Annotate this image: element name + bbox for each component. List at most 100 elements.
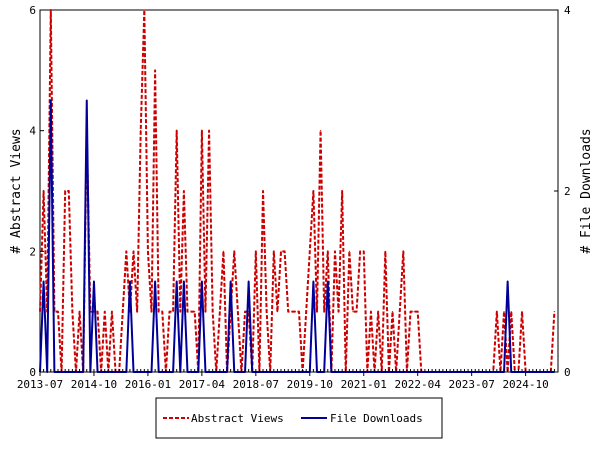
data-point (291, 311, 293, 313)
data-point (50, 99, 52, 102)
data-point (104, 311, 106, 313)
data-point (39, 311, 41, 313)
data-point (71, 311, 73, 313)
data-point (255, 250, 257, 252)
x-tick-label: 2023-07 (448, 378, 494, 391)
data-point (352, 311, 354, 313)
data-point (42, 190, 45, 192)
data-point (147, 250, 149, 252)
y-tick-label: 0 (29, 366, 36, 379)
y-tick-label: 4 (29, 125, 36, 138)
data-point (355, 311, 358, 313)
y2-tick-label: 2 (564, 185, 571, 198)
data-point (176, 280, 178, 283)
data-point (183, 190, 185, 192)
y-axis-left-title: # Abstract Views (9, 128, 24, 253)
data-point (154, 280, 156, 283)
data-point (140, 130, 142, 132)
data-point (57, 311, 59, 313)
data-point (507, 280, 509, 283)
data-point (316, 311, 318, 313)
data-point (377, 311, 379, 313)
y-tick-label: 2 (29, 245, 36, 258)
data-point (186, 311, 189, 313)
data-point (319, 130, 322, 132)
y2-tick-label: 0 (564, 366, 571, 379)
data-point (201, 280, 203, 283)
y2-tick-label: 4 (564, 4, 571, 17)
data-point (391, 311, 394, 313)
x-tick-label: 2017-04 (179, 378, 226, 391)
x-tick-label: 2013-07 (17, 378, 63, 391)
x-tick-label: 2014-10 (71, 378, 117, 391)
data-point (244, 311, 246, 313)
data-point (96, 311, 99, 313)
y-tick-label: 6 (29, 4, 36, 17)
data-point (294, 311, 297, 313)
data-point (122, 311, 124, 313)
x-tick-label: 2016-01 (125, 378, 171, 391)
data-point (248, 280, 250, 283)
data-point (298, 311, 300, 313)
data-point (413, 311, 415, 313)
data-point (194, 311, 196, 313)
data-point (348, 250, 350, 252)
y-axis-right: 0 2 4 (554, 4, 571, 379)
data-point (212, 311, 214, 313)
data-point (309, 250, 311, 252)
data-point (179, 311, 181, 313)
data-point (323, 311, 325, 313)
data-point (208, 130, 210, 132)
data-point (334, 250, 336, 252)
legend: Abstract Views File Downloads (155, 397, 443, 439)
data-point (68, 190, 70, 192)
data-point (417, 311, 419, 313)
data-point (312, 280, 314, 283)
data-point (190, 311, 192, 313)
data-point (276, 311, 279, 313)
data-point (280, 250, 282, 252)
x-tick-label: 2021-01 (341, 378, 387, 391)
data-point (50, 9, 52, 11)
data-point (129, 280, 131, 283)
data-point (161, 311, 163, 313)
data-point (111, 311, 113, 313)
y-axis-left: 0 2 4 6 (29, 4, 44, 379)
data-point (204, 311, 207, 313)
legend-label-file-downloads: File Downloads (330, 412, 423, 425)
data-point (201, 130, 203, 132)
legend-label-abstract-views: Abstract Views (191, 412, 284, 425)
data-point (273, 250, 275, 252)
data-point (312, 190, 314, 192)
data-point (143, 9, 145, 11)
data-point (370, 311, 372, 313)
data-point (230, 280, 232, 283)
series-line-abstract-views (39, 9, 556, 373)
data-point (337, 311, 340, 313)
data-point (78, 311, 81, 313)
data-point (150, 311, 153, 313)
data-point (327, 250, 329, 252)
data-point (262, 190, 264, 192)
data-point (222, 250, 225, 252)
data-point (305, 311, 307, 313)
data-point (64, 190, 66, 192)
series-layer (39, 9, 556, 373)
data-point (176, 130, 178, 132)
data-point (287, 311, 289, 313)
x-tick-label: 2024-10 (502, 378, 548, 391)
legend-box (155, 397, 443, 439)
x-tick-label: 2018-07 (233, 378, 279, 391)
data-point (402, 250, 404, 252)
y-axis-right-title: # File Downloads (579, 128, 594, 253)
data-point (553, 311, 556, 313)
data-point (132, 250, 135, 252)
data-point (154, 69, 156, 71)
data-point (327, 280, 329, 283)
data-point (266, 311, 268, 313)
data-point (93, 280, 95, 283)
data-point (510, 311, 512, 313)
data-point (42, 280, 45, 283)
data-point (363, 250, 365, 252)
